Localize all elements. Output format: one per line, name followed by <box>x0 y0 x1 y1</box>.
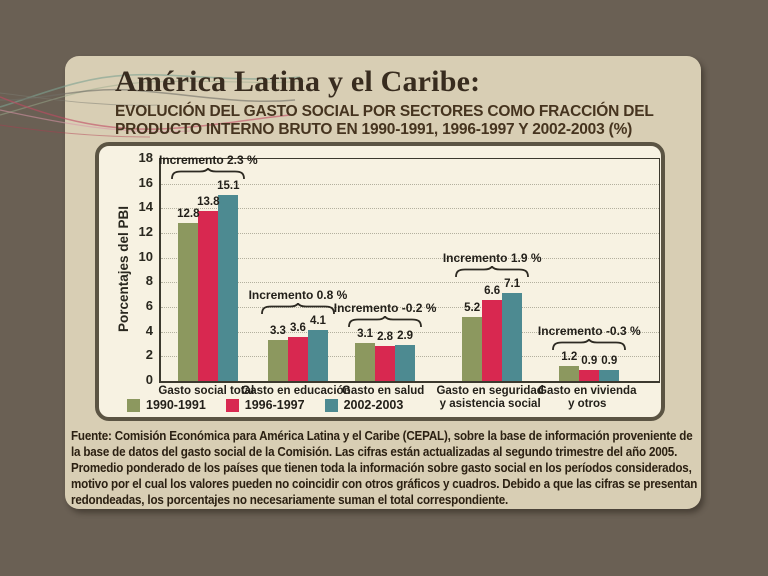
legend-item: 2002-2003 <box>324 398 404 412</box>
increment-annotation: Incremento 1.9 % <box>442 251 542 278</box>
bar-1996-1997-group2 <box>287 336 308 381</box>
increment-label: Incremento -0.3 % <box>537 324 641 339</box>
y-tick-label: 8 <box>145 273 153 289</box>
subtitle-line-1: EVOLUCIÓN DEL GASTO SOCIAL POR SECTORES … <box>115 103 654 120</box>
chart-legend: 1990-1991 1996-1997 2002-2003 <box>127 398 403 412</box>
bar-value-label: 0.9 <box>601 354 618 367</box>
increment-annotation: Incremento 0.8 % <box>248 288 348 315</box>
legend-label: 2002-2003 <box>343 398 404 412</box>
bar-value-label: 4.1 <box>309 315 326 328</box>
curly-brace <box>171 167 246 179</box>
bar-2002-2003-group5 <box>599 369 620 381</box>
y-tick-label: 4 <box>145 322 153 338</box>
legend-swatch-1996-1997 <box>225 398 239 412</box>
bar-1996-1997-group4 <box>482 299 503 381</box>
slide-panel: América Latina y el Caribe: EVOLUCIÓN DE… <box>65 56 701 509</box>
bar-1990-1991-group5 <box>559 366 580 381</box>
legend-item: 1990-1991 <box>127 398 206 412</box>
bar-value-label: 2.9 <box>397 330 414 343</box>
bar-2002-2003-group1 <box>218 194 239 381</box>
source-note: Fuente: Comisión Económica para América … <box>71 428 700 508</box>
legend-label: 1996-1997 <box>244 398 305 412</box>
gridline <box>161 331 659 333</box>
bar-1990-1991-group1 <box>178 223 199 381</box>
y-tick-label: 0 <box>145 372 153 387</box>
increment-annotation: Incremento 2.3 % <box>158 152 258 179</box>
bar-value-label: 5.2 <box>464 301 481 314</box>
increment-label: Incremento 0.8 % <box>248 288 348 303</box>
y-tick-label: 2 <box>145 347 153 363</box>
y-tick-label: 14 <box>138 199 153 215</box>
bar-1996-1997-group1 <box>198 210 219 381</box>
y-tick-label: 6 <box>145 298 153 313</box>
y-axis-ticks: 0 2 4 6 8 10 12 14 16 18 <box>121 150 153 387</box>
legend-item: 1996-1997 <box>225 398 305 412</box>
increment-label: Incremento 1.9 % <box>442 251 542 266</box>
bar-value-label: 2.8 <box>377 331 394 344</box>
increment-label: Incremento 2.3 % <box>158 152 258 167</box>
bar-value-label: 3.1 <box>357 327 374 340</box>
note-paragraph: Promedio ponderado de los países que tie… <box>71 461 698 507</box>
plot-area: 12.8 13.8 15.1 Incremento 2.3 % 3.3 3.6 4.1 Inc… <box>159 153 660 383</box>
category-label: Gasto en educación <box>241 385 351 397</box>
gridline <box>161 307 659 308</box>
bar-1996-1997-group5 <box>579 369 600 381</box>
bar-1990-1991-group4 <box>462 316 483 381</box>
gridline <box>161 183 659 185</box>
bar-2002-2003-group2 <box>307 330 328 381</box>
bar-1990-1991-group2 <box>267 340 288 381</box>
bar-value-label: 6.6 <box>484 284 501 297</box>
gridline <box>161 282 659 284</box>
bar-value-label: 3.6 <box>289 321 306 334</box>
gridline <box>161 233 659 234</box>
bar-value-label: 0.9 <box>581 354 598 367</box>
bar-1990-1991-group3 <box>355 342 376 381</box>
curly-brace <box>261 303 335 315</box>
category-label: Gasto social total <box>158 385 255 397</box>
page-subtitle: EVOLUCIÓN DEL GASTO SOCIAL POR SECTORES … <box>115 103 654 139</box>
increment-annotation: Incremento -0.2 % <box>334 301 436 327</box>
bar-value-label: 12.8 <box>177 208 200 221</box>
y-tick-label: 12 <box>138 224 153 239</box>
increment-label: Incremento -0.2 % <box>333 300 437 315</box>
increment-annotation: Incremento -0.3 % <box>538 324 641 351</box>
y-tick-label: 16 <box>138 174 153 190</box>
legend-swatch-1990-1991 <box>127 398 140 412</box>
legend-swatch-2002-2003 <box>324 398 338 412</box>
bar-value-label: 3.3 <box>269 325 286 338</box>
bar-chart: Porcentajes del PBI 0 2 4 6 8 10 12 14 16 18 12.8… <box>95 142 665 421</box>
page-title: América Latina y el Caribe: <box>115 65 481 98</box>
bar-2002-2003-group4 <box>502 293 523 381</box>
subtitle-line-2: PRODUCTO INTERNO BRUTO EN 1990-1991, 199… <box>115 121 633 138</box>
source-paragraph: Fuente: Comisión Económica para América … <box>71 428 700 460</box>
bar-value-label: 15.1 <box>217 179 240 192</box>
bar-value-label: 7.1 <box>504 278 521 291</box>
gridline <box>161 208 659 210</box>
source-text: Comisión Económica para América Latina y… <box>71 429 693 459</box>
legend-label: 1990-1991 <box>146 398 206 412</box>
category-label: Gasto en salud <box>341 385 425 397</box>
category-label: Gasto en seguridad y asistencia social <box>436 385 544 410</box>
bar-2002-2003-group3 <box>395 345 416 381</box>
curly-brace <box>348 315 422 327</box>
bar-value-label: 1.2 <box>561 351 578 364</box>
source-label: Fuente: <box>71 429 112 443</box>
y-tick-label: 18 <box>138 150 153 165</box>
category-label: Gasto en vivienda y otros <box>538 385 637 410</box>
bar-value-label: 13.8 <box>197 195 220 208</box>
gridline <box>161 257 659 259</box>
bar-1996-1997-group3 <box>375 346 396 381</box>
curly-brace <box>552 339 627 351</box>
curly-brace <box>455 266 530 278</box>
y-tick-label: 10 <box>138 248 153 264</box>
